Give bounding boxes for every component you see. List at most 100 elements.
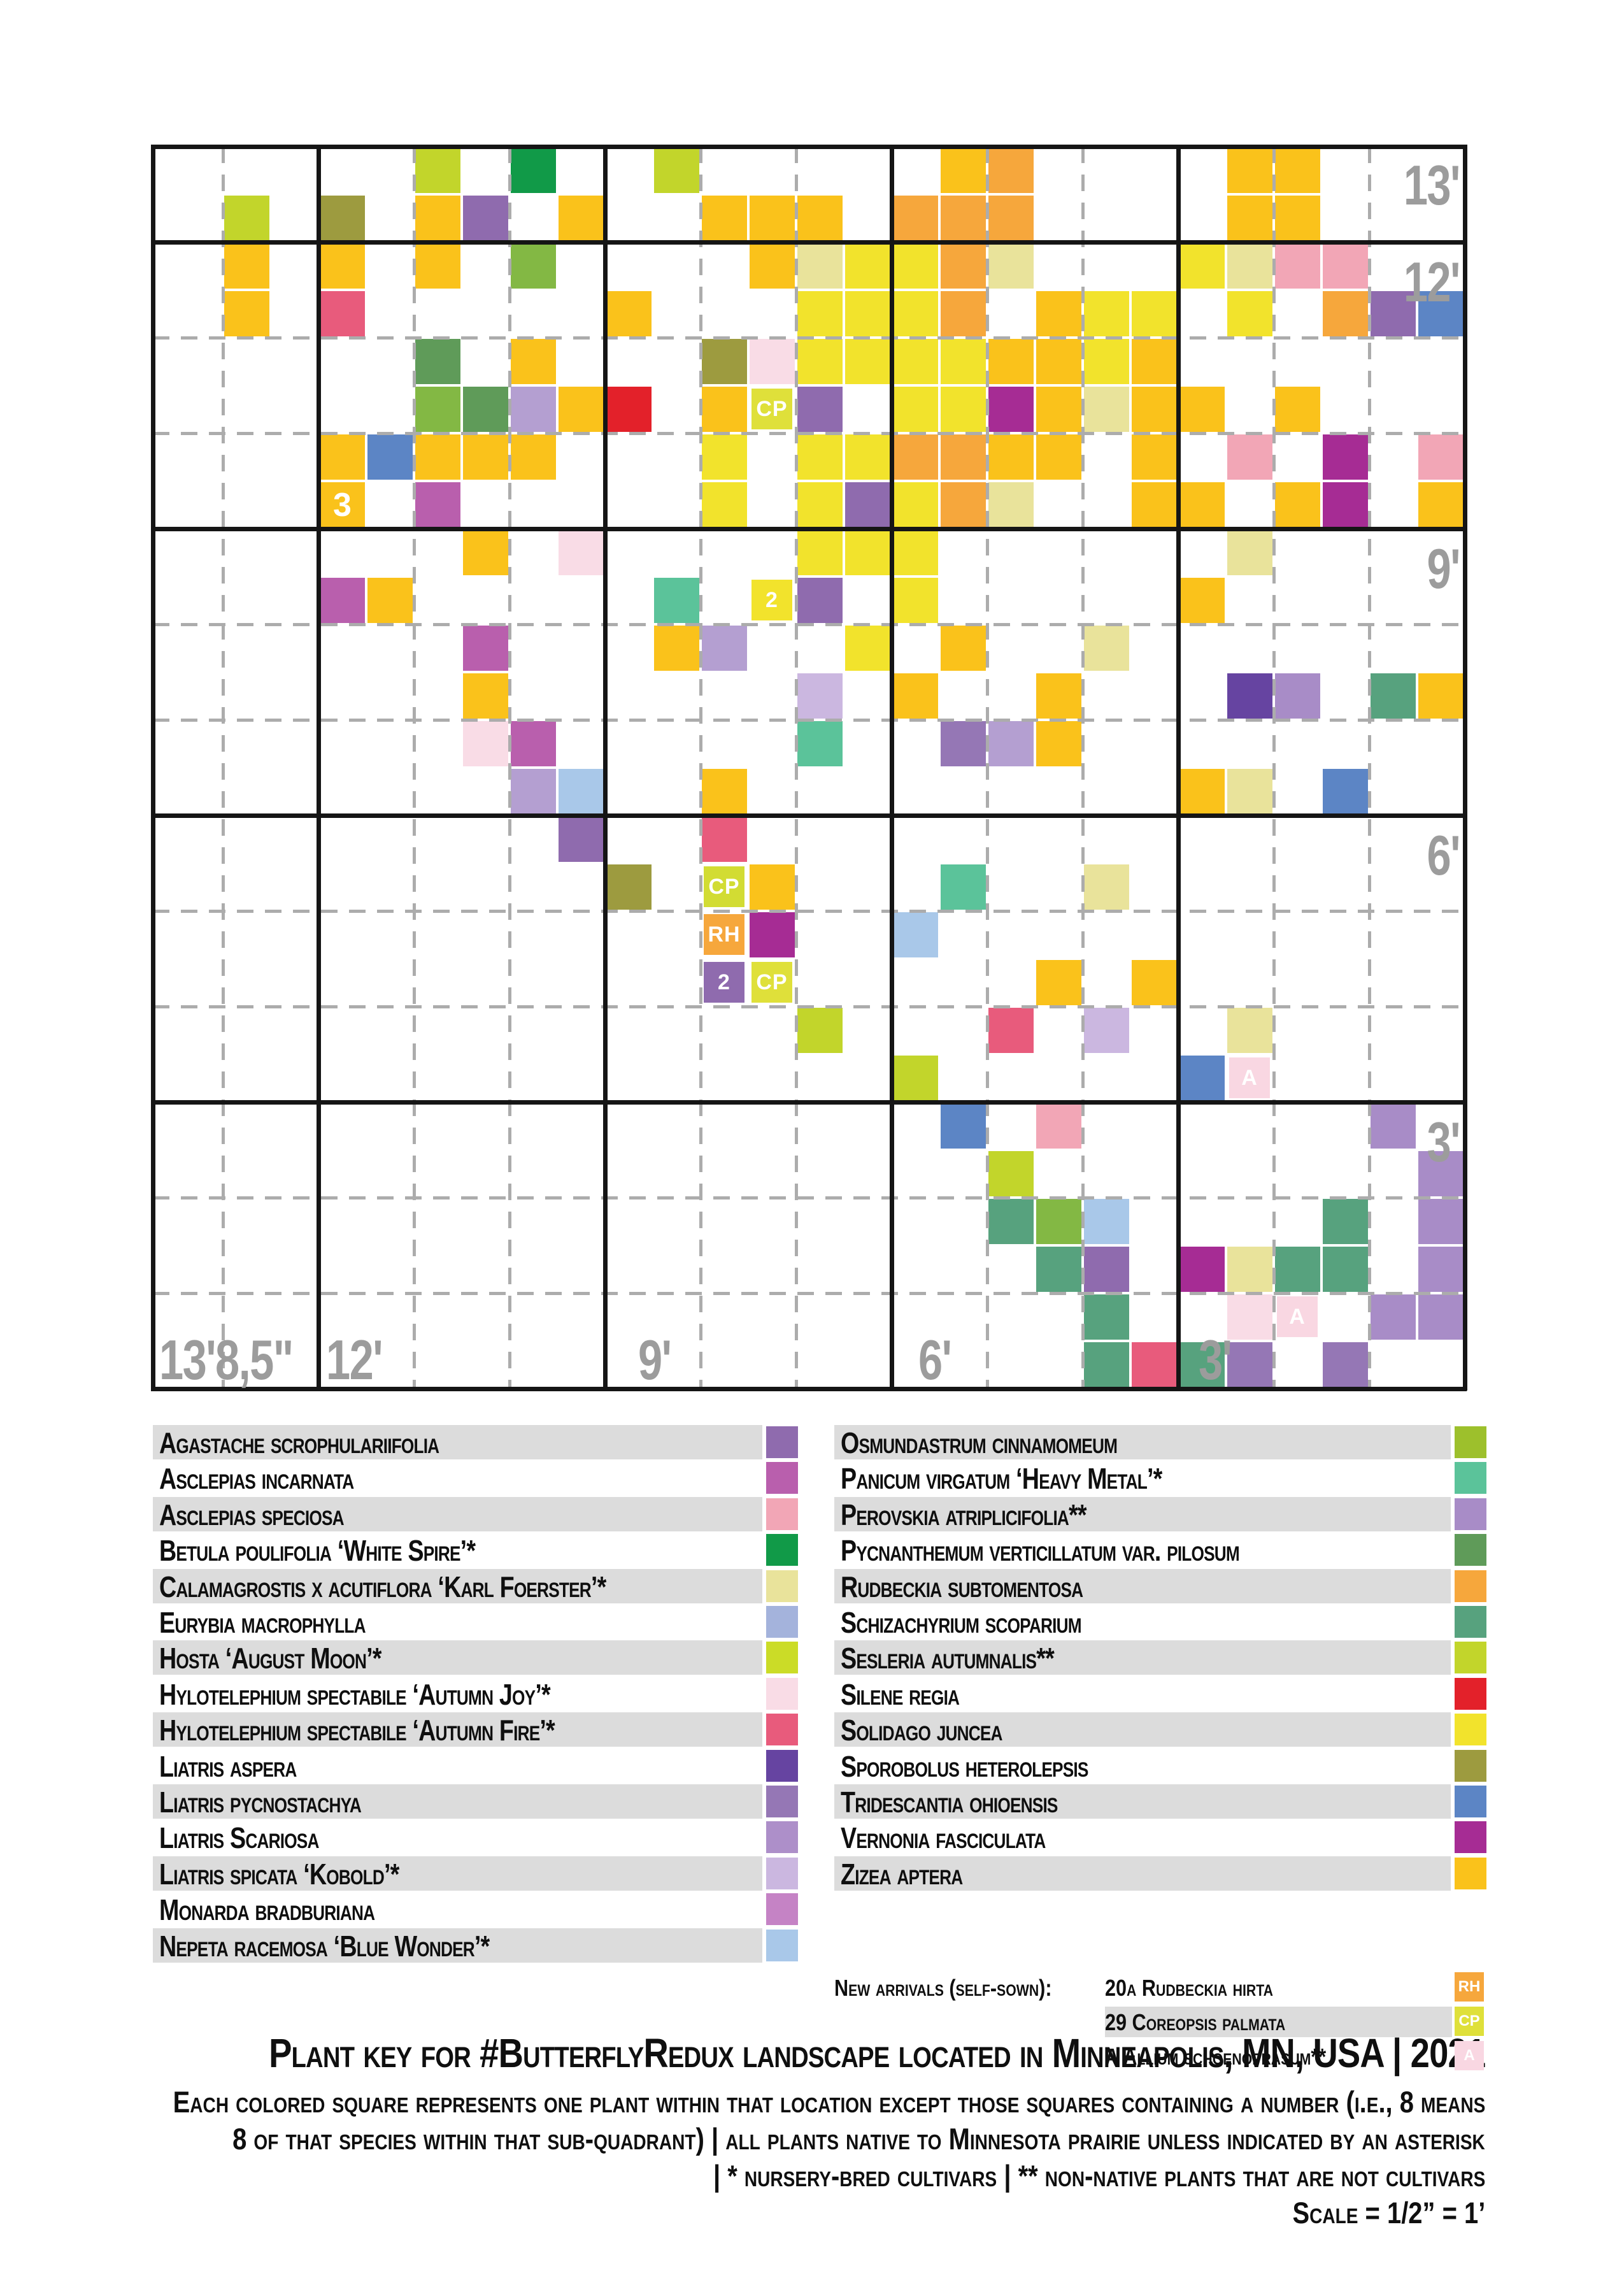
grid-line-dashed-horizontal: [153, 1005, 1465, 1008]
plant-square: [1036, 960, 1081, 1005]
plant-square: [1084, 1008, 1129, 1053]
legend-row: Liatris pycnostachya: [153, 1784, 799, 1819]
grid-line-solid-vertical: [151, 145, 155, 1391]
legend-plant-name: Hosta ‘August Moon’*: [159, 1642, 381, 1675]
legend-plant-name: Calamagrostis x acutiflora ‘Karl Foerste…: [159, 1570, 606, 1603]
marker-tile-a: A: [1277, 1296, 1318, 1337]
legend-color-swatch: [1455, 1678, 1486, 1710]
legend-plant-name: Eurybia macrophylla: [159, 1606, 366, 1639]
legend-row-stripe: [153, 1640, 762, 1675]
plant-square: [1418, 1247, 1464, 1292]
plant-square: [415, 243, 460, 289]
plant-square: [559, 817, 604, 862]
plant-square: [320, 196, 365, 241]
plant-square: [511, 721, 556, 766]
plant-square: [1132, 1342, 1177, 1387]
plant-square: [1323, 1247, 1368, 1292]
plant-square: [941, 721, 986, 766]
legend-row: Eurybia macrophylla: [153, 1605, 799, 1639]
plant-square: [1371, 673, 1416, 719]
legend-plant-name: Tridescantia ohioensis: [841, 1786, 1058, 1819]
plant-square: [702, 196, 747, 241]
legend-row: Osmundastrum cinnamomeum: [834, 1425, 1486, 1459]
legend-plant-name: Osmundastrum cinnamomeum: [841, 1426, 1118, 1459]
legend-plant-name: Asclepias incarnata: [159, 1462, 354, 1495]
plant-square: [1323, 482, 1368, 527]
legend-color-swatch: [766, 1570, 798, 1602]
plant-square: [1036, 721, 1081, 766]
legend-color-swatch: [766, 1930, 798, 1961]
plant-square: [1227, 1247, 1272, 1292]
legend-row: Silene regia: [834, 1677, 1486, 1711]
grid-line-solid-vertical: [603, 145, 608, 1391]
legend-color-swatch: [1455, 1462, 1486, 1494]
legend-row: Nepeta racemosa ‘Blue Wonder’*: [153, 1928, 799, 1963]
grid-line-dashed-vertical: [795, 147, 798, 1389]
plant-square: [797, 387, 843, 432]
plant-square: [941, 243, 986, 289]
legend-row-stripe: [153, 1425, 762, 1459]
legend-color-swatch: [1455, 1714, 1486, 1745]
legend-row: Liatris aspera: [153, 1749, 799, 1783]
plant-square: [750, 339, 795, 384]
plant-square: [893, 578, 938, 623]
plant-square: [845, 530, 890, 575]
legend-row: Liatris Scariosa: [153, 1820, 799, 1854]
marker-tile-2: 2: [704, 962, 744, 1003]
plant-square: [1179, 1056, 1225, 1101]
legend-row: Asclepias incarnata: [153, 1461, 799, 1495]
grid-line-solid-horizontal: [151, 145, 1467, 149]
legend-plant-name: Silene regia: [841, 1678, 960, 1711]
plant-square: [988, 482, 1034, 527]
legend-row: Panicum virgatum ‘Heavy Metal’*: [834, 1461, 1486, 1495]
plant-square: [893, 912, 938, 957]
plant-square: [988, 1151, 1034, 1196]
grid-line-dashed-vertical: [1272, 147, 1276, 1389]
plant-square: [1132, 482, 1177, 527]
new-arrival-row: New arrivals (self-sown): 20a Rudbeckia h…: [834, 1972, 1485, 2003]
plant-square: [1275, 1247, 1320, 1292]
legend-row: Schizachyrium scoparium: [834, 1605, 1486, 1639]
legend-row-stripe: [153, 1712, 762, 1747]
plant-square: [1036, 673, 1081, 719]
plant-square: [1275, 148, 1320, 193]
axis-label-width: 9': [638, 1328, 672, 1391]
grid-line-dashed-vertical: [413, 147, 416, 1389]
plant-square: [1179, 1342, 1225, 1387]
legend-plant-name: Solidago juncea: [841, 1714, 1003, 1747]
legend-plant-name: Sesleria autumnalis**: [841, 1642, 1055, 1675]
legend-color-swatch: [1455, 1821, 1486, 1853]
grid-line-dashed-horizontal: [153, 336, 1465, 340]
plant-square: [511, 148, 556, 193]
plant-square: [845, 482, 890, 527]
grid-line-solid-horizontal: [151, 1387, 1467, 1391]
legend-plant-name: Vernonia fasciculata: [841, 1821, 1046, 1854]
plant-square: [893, 339, 938, 384]
grid-line-dashed-vertical: [986, 147, 989, 1389]
legend-row: Rudbeckia subtomentosa: [834, 1569, 1486, 1603]
legend-row-stripe: [834, 1784, 1451, 1819]
grid-line-solid-horizontal: [151, 527, 1467, 531]
plant-square: [1179, 482, 1225, 527]
plant-square: [893, 673, 938, 719]
plant-square: [893, 1056, 938, 1101]
plant-square: [606, 864, 652, 910]
plant-square: [511, 769, 556, 814]
plant-square: [415, 387, 460, 432]
legend-color-swatch: [1455, 1498, 1486, 1530]
plant-square: [1132, 339, 1177, 384]
caption-line-3: | * nursery-bred cultivars | ** non-nati…: [713, 2159, 1485, 2193]
plant-square: [415, 196, 460, 241]
plant-square: [797, 1008, 843, 1053]
legend-plant-name: Monarda bradburiana: [159, 1893, 375, 1926]
plant-square: [702, 387, 747, 432]
plant-square: [797, 482, 843, 527]
grid-line-solid-vertical: [317, 145, 321, 1391]
plant-square: [463, 434, 508, 480]
legend-plant-name: Betula poulifolia ‘White Spire’*: [159, 1534, 476, 1567]
plant-square: [1084, 626, 1129, 671]
plant-square: [797, 339, 843, 384]
plant-square: [845, 291, 890, 336]
plant-square: [988, 148, 1034, 193]
plant-square: [1036, 339, 1081, 384]
